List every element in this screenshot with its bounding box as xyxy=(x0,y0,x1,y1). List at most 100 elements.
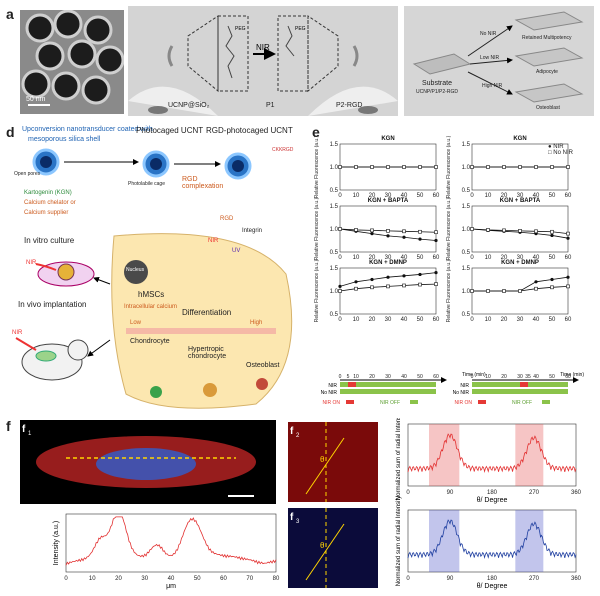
f2-angle-line xyxy=(305,437,345,495)
f1-nucleus xyxy=(96,448,196,480)
e-point-no-nir xyxy=(534,165,538,169)
legend-p2rgd: P2-RGD xyxy=(336,102,363,109)
e-ytick: 0.5 xyxy=(462,312,471,318)
e-point-no-nir xyxy=(338,227,342,231)
open-pores-label: Open pores xyxy=(14,171,41,177)
e-point-no-nir xyxy=(550,229,554,234)
f2-highlight-0 xyxy=(429,424,460,486)
timeline-tick: 20 xyxy=(369,374,375,380)
e-xtick: 40 xyxy=(401,317,408,323)
legend-nir-text: NIR xyxy=(553,144,564,150)
e-point-no-nir xyxy=(502,165,506,169)
e-xtick: 60 xyxy=(433,255,440,261)
e-point-no-nir xyxy=(518,165,522,169)
e-chart-1: KGN 0.5 1.0 1.5 0 10 20 30 40 50 60 Relative Fluore… xyxy=(446,135,572,199)
e-xtick: 10 xyxy=(353,317,360,323)
e-ylabel: Relative Fluorescence (a.u.) xyxy=(446,135,452,198)
e-xtick: 0 xyxy=(470,317,474,323)
f3-highlight-0 xyxy=(429,510,460,572)
e-xtick: 50 xyxy=(417,193,424,199)
e-xtick: 10 xyxy=(353,255,360,261)
f1-xtick: 40 xyxy=(168,576,175,582)
e-ytick: 0.5 xyxy=(462,250,471,256)
e-xtick: 50 xyxy=(549,193,556,199)
e-ytick: 1.0 xyxy=(330,227,339,233)
f3-theta: θ xyxy=(320,541,325,550)
cell-nucleus: Nucleus xyxy=(126,267,145,273)
timeline-tick: 30 xyxy=(517,374,523,380)
e-chart-title-3: KGN + BAPTA xyxy=(500,198,541,204)
outcome-multipotency: Retained Multipotency xyxy=(522,35,572,41)
e-point-no-nir xyxy=(402,283,406,288)
e-chart-4: KGN + DMNP 0.5 1.0 1.5 0 10 20 30 40 50 60 Relative… xyxy=(314,259,440,323)
e-point-nir xyxy=(566,275,570,279)
e-xtick: 0 xyxy=(338,193,342,199)
timeline-tick: 5 xyxy=(347,374,350,380)
e-point-no-nir xyxy=(354,165,358,169)
timeline-tick: 30 xyxy=(385,374,391,380)
e-xtick: 20 xyxy=(369,317,376,323)
f2-xlabel: θ/ Degree xyxy=(477,497,508,504)
f1-xtick: 0 xyxy=(64,576,68,582)
e-xtick: 60 xyxy=(433,193,440,199)
e-xtick: 40 xyxy=(401,255,408,261)
panel-a-letter: a xyxy=(6,6,14,22)
f3-xlabel: θ/ Degree xyxy=(477,583,508,590)
f2-theta: θ xyxy=(320,455,325,464)
e-xtick: 20 xyxy=(501,317,508,323)
e-ytick: 1.5 xyxy=(330,266,339,272)
f3-xtick: 90 xyxy=(447,576,454,582)
e-point-no-nir xyxy=(338,165,342,169)
d-scheme xyxy=(15,148,293,409)
e-point-no-nir xyxy=(566,231,570,236)
f3-xtick: 270 xyxy=(529,576,540,582)
nir-off-swatch xyxy=(410,400,418,404)
substrate-sub-label: UCNP/P1/P2-RGD xyxy=(416,89,458,95)
time-label-left: Time (min) xyxy=(462,372,486,378)
e-xtick: 60 xyxy=(433,317,440,323)
legend-no-nir-text: No NIR xyxy=(553,150,573,156)
nir-on-label: NIR ON xyxy=(455,400,473,406)
f1-xtick: 30 xyxy=(141,576,148,582)
f3-profile-line xyxy=(407,519,577,560)
f1-xtick: 50 xyxy=(194,576,201,582)
e-point-no-nir xyxy=(370,285,374,290)
timeline-no-nir-row-1 xyxy=(472,389,568,394)
f3-angle-line xyxy=(305,523,345,581)
e-ytick: 1.5 xyxy=(330,142,339,148)
nir-off-label: NIR OFF xyxy=(512,400,532,406)
rgd-complexation-label: RGD complexation xyxy=(182,176,224,190)
e-point-no-nir xyxy=(386,165,390,169)
e-point-nir xyxy=(434,271,438,275)
e-ytick: 1.5 xyxy=(462,204,471,210)
e-ytick: 0.5 xyxy=(330,188,339,194)
e-point-nir xyxy=(386,234,390,238)
e-point-no-nir xyxy=(402,165,406,169)
timeline-nir-row-0 xyxy=(340,382,436,387)
peptide-label: CKKRGD xyxy=(272,147,294,153)
e-xtick: 20 xyxy=(501,255,508,261)
row-label-no-nir: No NIR xyxy=(321,390,338,396)
e-chart-title-1: KGN xyxy=(513,136,526,142)
e-point-no-nir xyxy=(370,228,374,233)
e-point-nir xyxy=(418,237,422,241)
f2-xtick: 360 xyxy=(571,490,582,496)
e-point-no-nir xyxy=(434,282,438,286)
substrate-scheme xyxy=(404,6,594,116)
e-point-no-nir xyxy=(418,282,422,287)
cell-hmscs: hMSCs xyxy=(138,290,165,299)
panel-d: d Upconversion nanotransducer coated wit… xyxy=(6,124,306,414)
f1-xtick: 80 xyxy=(273,576,280,582)
e-point-no-nir xyxy=(418,229,422,234)
peg-label-1: PEG xyxy=(235,26,246,32)
e-ytick: 1.5 xyxy=(330,204,339,210)
nir-vivo: NIR xyxy=(12,330,23,336)
row-label-nir: NIR xyxy=(460,383,469,389)
row-label-nir: NIR xyxy=(328,383,337,389)
e-xtick: 20 xyxy=(501,193,508,199)
e-point-no-nir xyxy=(434,165,438,169)
e-xtick: 30 xyxy=(385,317,392,323)
timeline-tick: 10 xyxy=(485,374,491,380)
